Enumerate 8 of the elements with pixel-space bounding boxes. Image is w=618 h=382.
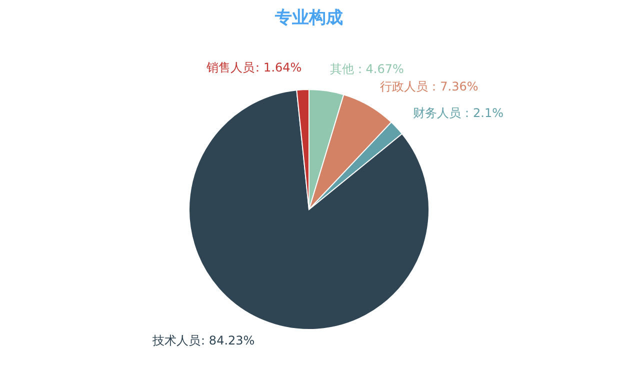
slice-label: 其他 <box>330 62 354 76</box>
data-label: ：2.1% <box>461 106 504 120</box>
chart-title: 专业构成 <box>274 8 343 28</box>
slice-label: 行政人员 <box>380 80 428 94</box>
data-label: ：7.36% <box>428 80 478 94</box>
slice-label: 财务人员 <box>413 106 461 120</box>
data-label: ：4.67% <box>354 62 404 76</box>
slice-label: 销售人员 <box>206 60 255 75</box>
